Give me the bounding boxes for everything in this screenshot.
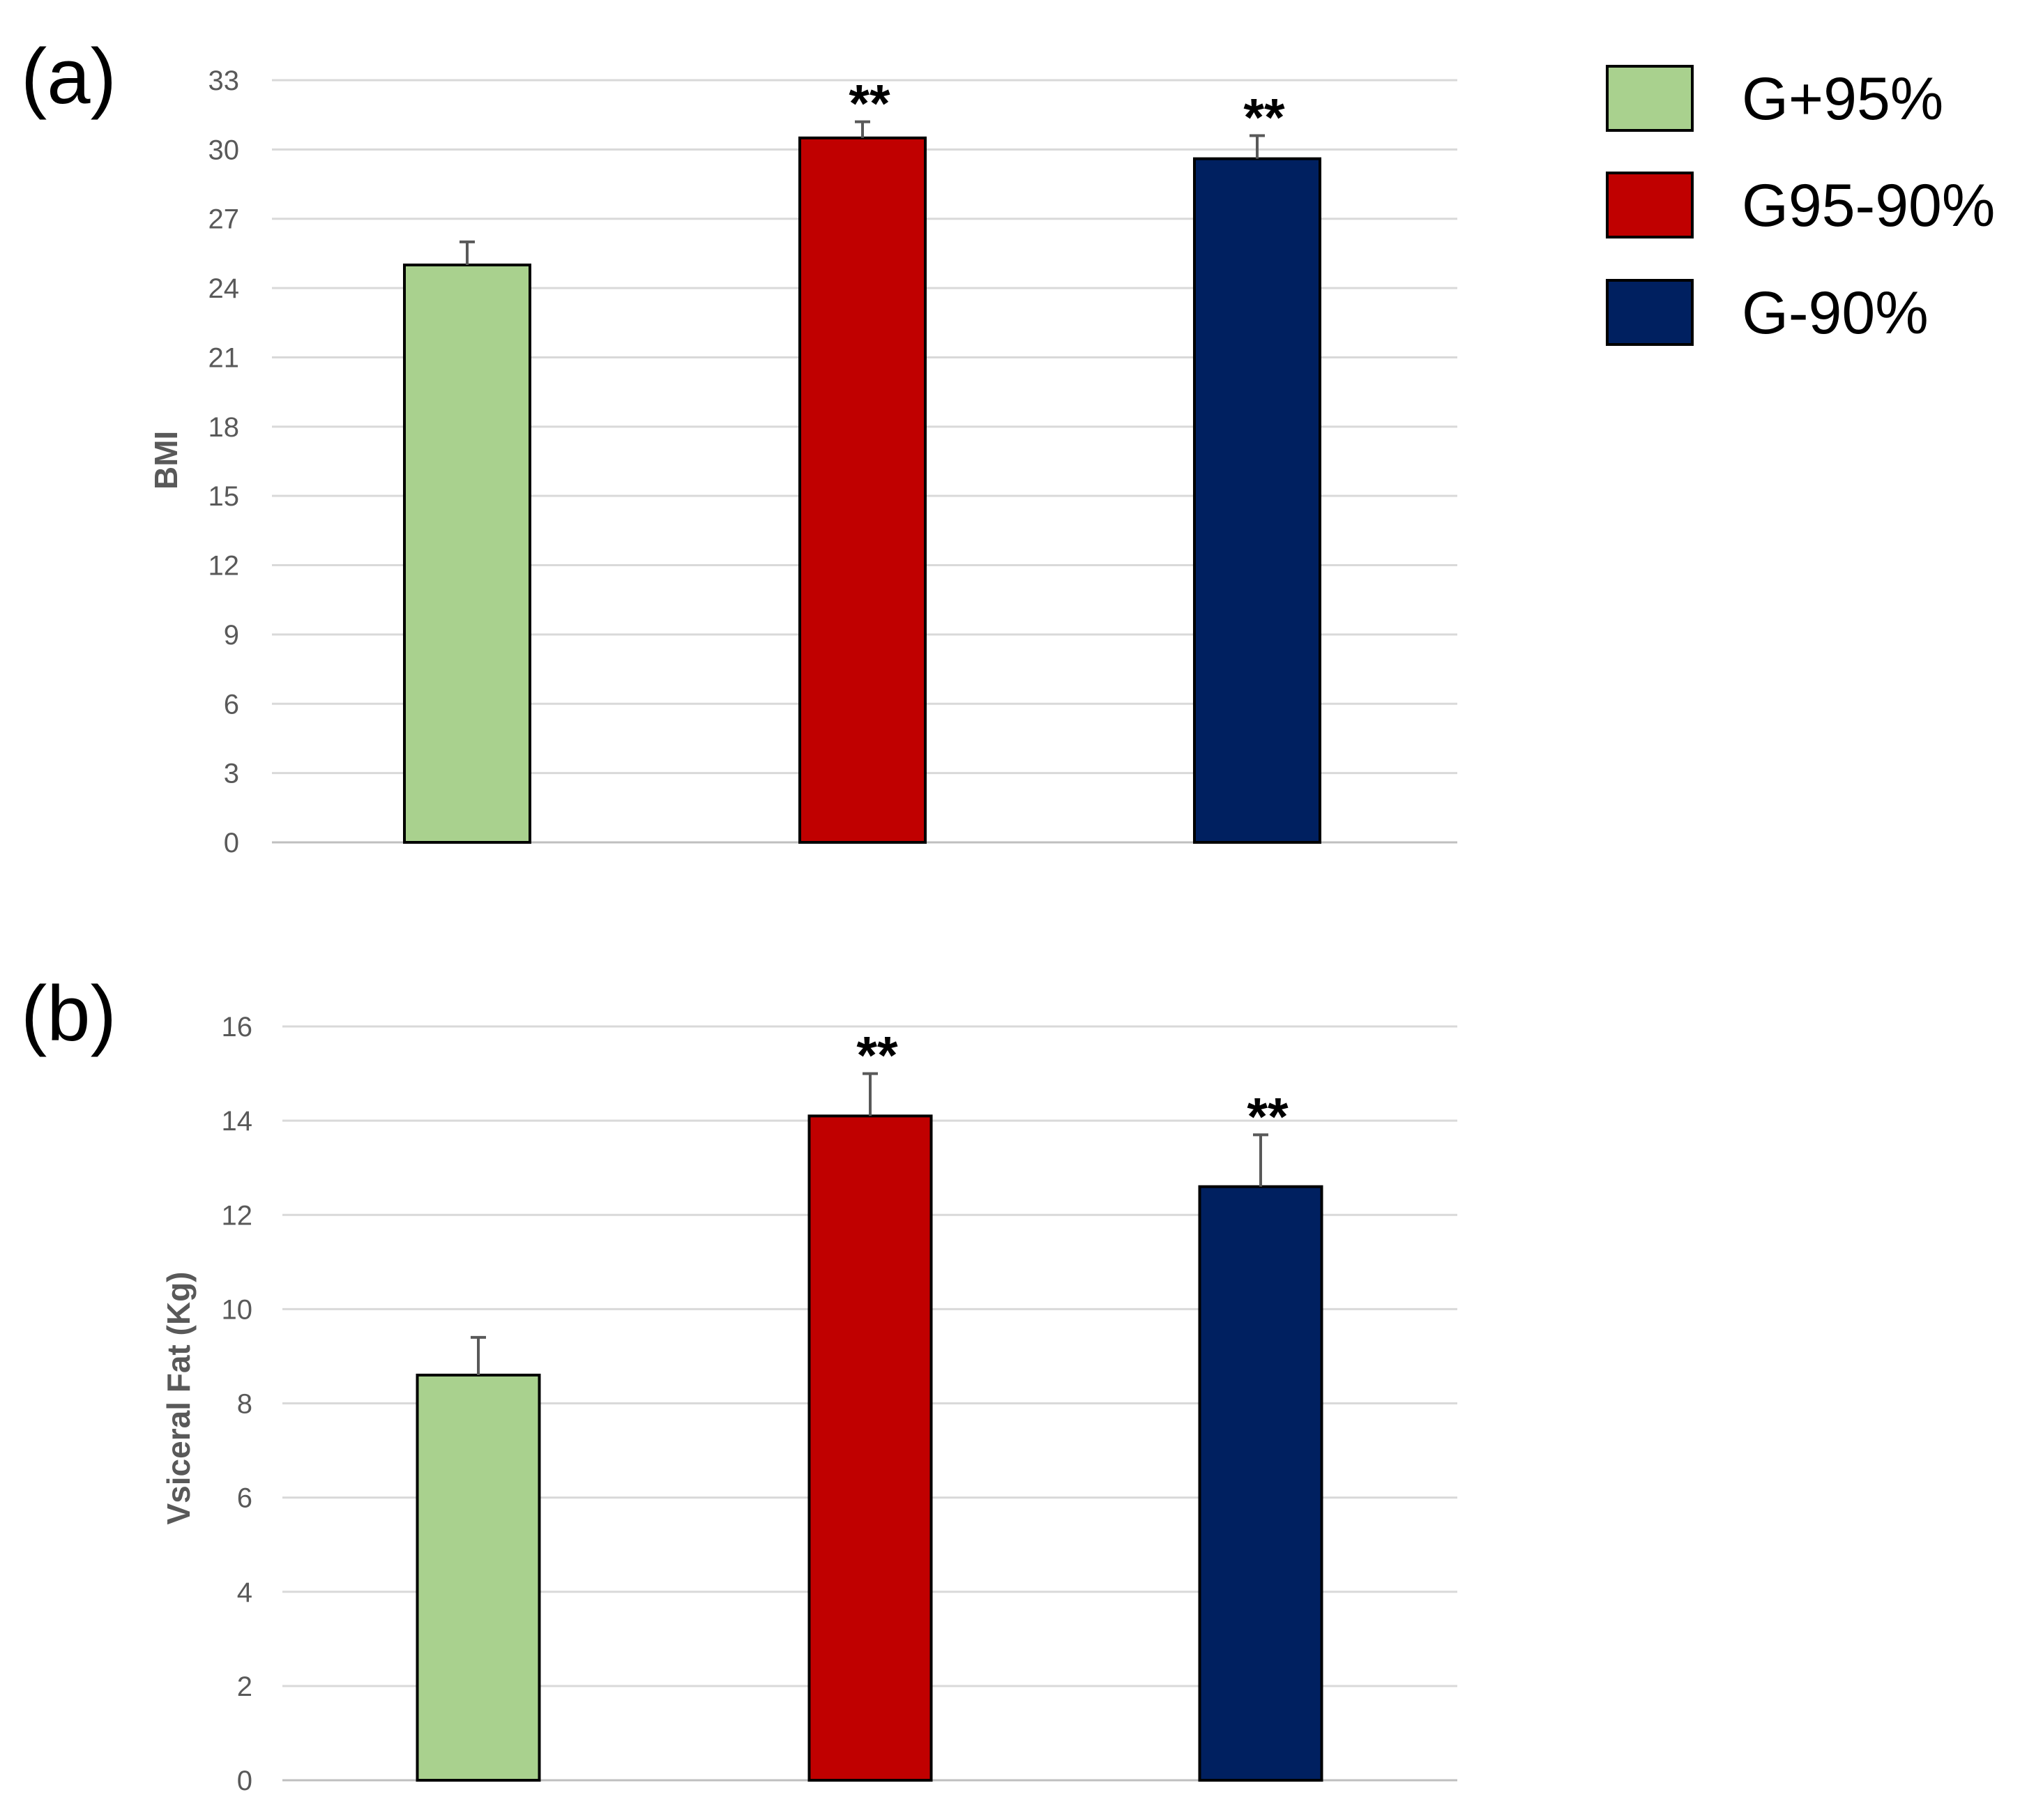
bar <box>798 136 927 844</box>
legend-label-g-minus-90: G-90% <box>1742 280 1929 347</box>
significance-marker: ** <box>849 75 890 134</box>
y-tick-label: 3 <box>224 759 239 789</box>
y-tick-label: 0 <box>224 828 239 858</box>
y-tick-label: 15 <box>208 481 240 512</box>
legend-swatch-g95-90 <box>1606 172 1694 238</box>
panel-label-a: (a) <box>21 33 116 120</box>
y-tick-label: 10 <box>222 1294 253 1325</box>
y-tick-label: 18 <box>208 412 240 443</box>
y-tick-label: 4 <box>237 1577 252 1608</box>
y-tick-label: 21 <box>208 342 240 373</box>
y-tick-label: 24 <box>208 273 240 304</box>
y-tick-label: 6 <box>224 689 239 720</box>
chart-bmi: (a) BMI 0 3 6 9 12 15 18 21 24 27 30 33 ** ** <box>21 33 1457 858</box>
bar <box>416 1373 541 1782</box>
legend-swatch-g-minus-90 <box>1606 279 1694 346</box>
legend-swatch-g-plus-95 <box>1606 65 1694 132</box>
y-tick-label: 33 <box>208 66 240 96</box>
bar <box>807 1114 933 1782</box>
y-tick-label: 8 <box>237 1389 252 1420</box>
y-tick-label: 16 <box>222 1012 253 1042</box>
y-tick-label: 9 <box>224 620 239 651</box>
y-tick-label: 14 <box>222 1106 253 1137</box>
bar <box>1198 1185 1323 1782</box>
y-axis-label-visceral-fat: Vsiceral Fat (Kg) <box>160 1272 197 1525</box>
y-tick-label: 2 <box>237 1671 252 1702</box>
y-tick-label: 12 <box>208 551 240 582</box>
panel-label-b: (b) <box>21 970 116 1057</box>
legend: G+95% G95-90% G-90% <box>1606 65 1995 347</box>
legend-label-g95-90: G95-90% <box>1742 172 1995 239</box>
y-tick-label: 12 <box>222 1200 253 1231</box>
significance-marker: ** <box>1247 1087 1289 1146</box>
y-tick-label: 6 <box>237 1483 252 1514</box>
y-axis-label-bmi: BMI <box>148 431 184 490</box>
y-tick-label: 0 <box>237 1766 252 1796</box>
bar <box>403 263 531 844</box>
significance-marker: ** <box>856 1026 898 1086</box>
y-tick-label: 30 <box>208 135 240 165</box>
legend-label-g-plus-95: G+95% <box>1742 66 1943 132</box>
significance-marker: ** <box>1243 88 1285 147</box>
y-tick-label: 27 <box>208 204 240 235</box>
chart-visceral-fat: (b) Vsiceral Fat (Kg) 0 2 4 6 8 10 12 14 16 ** ** <box>21 970 1457 1796</box>
bar <box>1193 157 1321 844</box>
